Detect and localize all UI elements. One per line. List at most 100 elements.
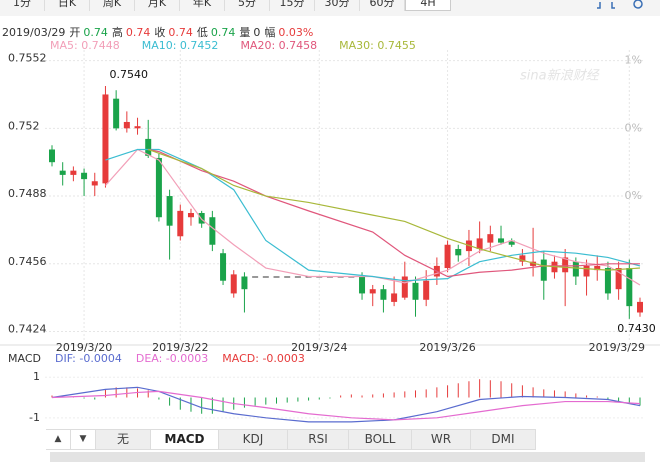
period-tab[interactable]: 5分 — [225, 0, 270, 11]
candle-body — [637, 301, 643, 313]
y-tick-label: 1 — [33, 370, 40, 383]
candle-body — [123, 121, 130, 129]
candle-body — [380, 289, 387, 300]
percent-label: 0% — [625, 121, 642, 134]
x-tick-label: 2019/3/24 — [291, 341, 347, 354]
period-tab[interactable]: 30分 — [315, 0, 360, 11]
legend-entry: MA5: 0.7448 — [50, 39, 120, 52]
indicator-tab[interactable]: MACD — [151, 429, 219, 450]
quote-label: 幅 — [264, 26, 276, 39]
quote-label: 量 — [239, 26, 251, 39]
quote-value: 0.74 — [125, 26, 151, 39]
legend-entry: DIF: -0.0004 — [54, 352, 122, 365]
candle-body — [604, 268, 611, 294]
quote-value: 0.03% — [278, 26, 314, 39]
candle-body — [177, 210, 184, 237]
line — [105, 148, 641, 282]
quote-label: 收 — [154, 26, 166, 39]
legend-entry: DEA: -0.0003 — [135, 352, 209, 365]
line — [105, 148, 641, 286]
y-tick-label: -1 — [29, 411, 40, 424]
period-tab[interactable]: 月K — [135, 0, 180, 11]
candle-body — [230, 274, 237, 294]
quote-date: 2019/03/29 — [2, 26, 66, 39]
candle-body — [540, 259, 547, 281]
quote-value: 0.74 — [83, 26, 108, 39]
percent-label: 0% — [625, 189, 642, 202]
fullscreen-icon[interactable] — [597, 2, 615, 9]
period-tab[interactable]: 60分 — [360, 0, 405, 11]
candle-body — [476, 238, 483, 249]
scroll-bar[interactable] — [50, 452, 645, 462]
corner-icons — [597, 0, 643, 9]
annotation: 0.7540 — [109, 68, 148, 81]
quote-label: 低 — [196, 26, 208, 39]
candle-body — [49, 149, 55, 163]
candle-body — [113, 98, 120, 129]
candle-body — [81, 172, 88, 180]
candle-body — [155, 157, 162, 218]
quote-label: 高 — [111, 26, 123, 39]
candle-body — [209, 217, 216, 245]
indicator-tab[interactable]: 无 — [96, 429, 151, 450]
quote-label: 开 — [69, 26, 81, 39]
y-tick-label: 0.7552 — [8, 52, 47, 65]
nav-button[interactable]: ▲ — [46, 429, 71, 450]
indicator-tab[interactable]: BOLL — [349, 429, 412, 450]
candle-body — [284, 276, 291, 278]
candle-body — [220, 253, 227, 281]
x-tick-label: 2019/3/22 — [152, 341, 208, 354]
candle-body — [145, 138, 152, 156]
line — [51, 386, 641, 423]
indicator-tabs: ▲ ▼ 无 MACD KDJ RSI BOLL WR DMI — [46, 429, 536, 450]
period-tab[interactable]: 年K — [180, 0, 225, 11]
candle-body — [198, 212, 205, 224]
legend-entry: MACD: -0.0003 — [222, 352, 305, 365]
candle-body — [359, 276, 366, 294]
y-tick-label: 0.7488 — [8, 187, 47, 200]
period-tab[interactable]: 周K — [90, 0, 135, 11]
indicator-tab[interactable]: RSI — [288, 429, 349, 450]
candle-body — [91, 181, 98, 186]
period-tab[interactable]: 日K — [45, 0, 90, 11]
quote-value: 0.74 — [168, 26, 193, 39]
candle-body — [508, 240, 515, 245]
ma-legend: MA5: 0.7448 MA10: 0.7452 MA20: 0.7458 MA30:… — [50, 39, 438, 52]
candle-body — [102, 94, 109, 184]
tab-strip — [0, 0, 660, 16]
candle-body — [423, 280, 430, 300]
period-tab[interactable]: 15分 — [270, 0, 315, 11]
candle-body — [166, 196, 173, 226]
candle-body — [487, 234, 494, 243]
period-tab[interactable]: 4H — [405, 0, 451, 11]
period-tabs: 1分 日K 周K 月K 年K 5分 15分 30分 60分 4H — [0, 0, 451, 11]
settings-icon[interactable] — [633, 0, 643, 9]
candle-body — [70, 170, 77, 175]
candle-body — [530, 261, 537, 266]
candle-body — [59, 170, 66, 175]
indicator-tab[interactable]: KDJ — [219, 429, 288, 450]
panel-title: MACD — [8, 352, 41, 365]
y-tick-label: 0.752 — [8, 119, 40, 132]
candle-body — [262, 276, 269, 278]
line — [51, 390, 641, 421]
quote-value: 0 — [253, 26, 261, 39]
watermark: sina新浪财经 — [520, 68, 601, 84]
candle-body — [273, 276, 280, 278]
candle-body — [187, 212, 194, 218]
macd-legend: MACD DIF: -0.0004 DEA: -0.0003 MACD: -0.000… — [8, 352, 319, 365]
candle-body — [134, 126, 141, 129]
y-tick-label: 0.7424 — [8, 323, 47, 336]
nav-button[interactable]: ▼ — [71, 429, 96, 450]
candle-body — [626, 268, 633, 307]
legend-entry: MA30: 0.7455 — [339, 39, 416, 52]
quote-value: 0.74 — [210, 26, 236, 39]
period-tab[interactable]: 1分 — [0, 0, 45, 11]
indicator-tab[interactable]: DMI — [471, 429, 536, 450]
annotation: 0.7430 — [617, 322, 656, 335]
candle-body — [294, 276, 301, 278]
x-tick-label: 2019/3/20 — [56, 341, 112, 354]
candle-body — [444, 244, 451, 269]
indicator-tab[interactable]: WR — [412, 429, 471, 450]
